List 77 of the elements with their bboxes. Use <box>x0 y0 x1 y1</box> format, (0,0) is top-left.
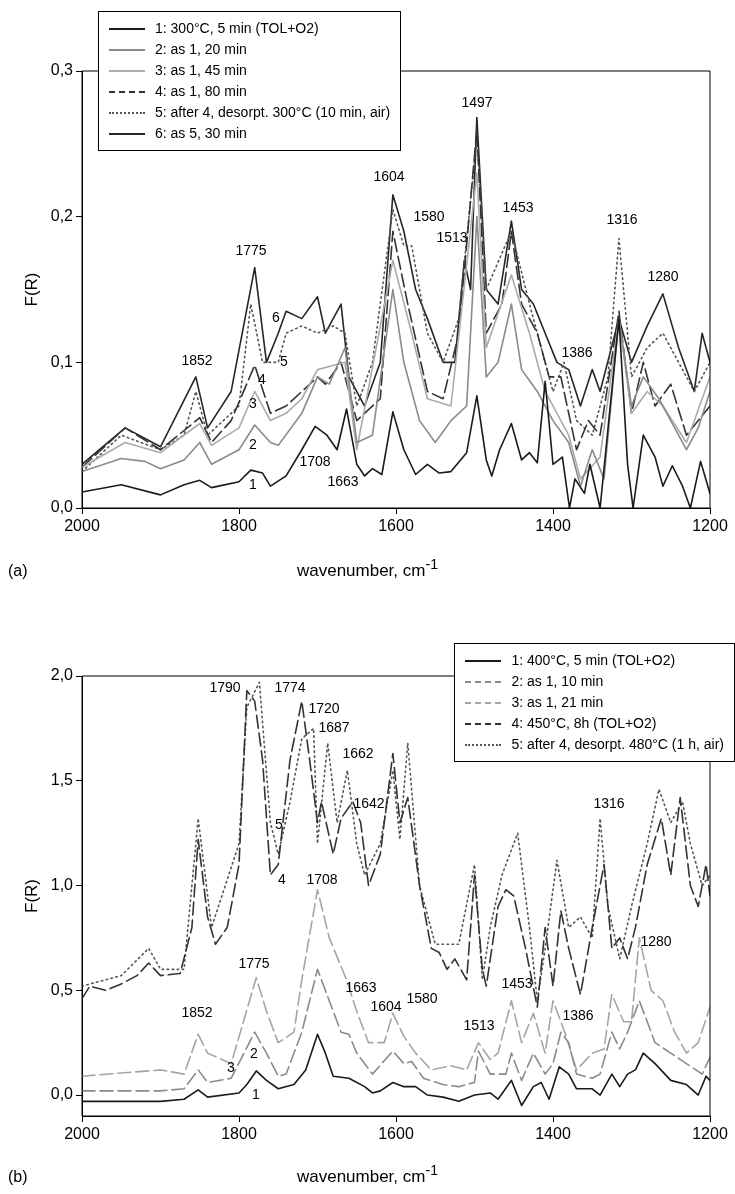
annotation: 1513 <box>463 1016 495 1033</box>
annotation: 4 <box>258 370 267 387</box>
x-tick-label: 1200 <box>692 517 728 535</box>
annotation: 1 <box>249 475 258 492</box>
x-tick-label: 1600 <box>378 1125 414 1143</box>
annotation: 1663 <box>327 472 359 489</box>
legend-label: 5: after 4, desorpt. 300°C (10 min, air) <box>155 104 391 120</box>
annotation: 1580 <box>413 207 445 224</box>
annotation: 1 <box>252 1085 261 1102</box>
annotation: 5 <box>275 815 284 832</box>
annotation: 3 <box>227 1058 236 1075</box>
annotation: 1604 <box>373 167 405 184</box>
y-axis-title: F(R) <box>21 272 41 307</box>
x-tick-label: 2000 <box>64 517 100 535</box>
legend-label: 5: after 4, desorpt. 480°C (1 h, air) <box>511 736 724 752</box>
annotation: 1513 <box>436 228 468 245</box>
legend-label: 4: as 1, 80 min <box>155 83 247 99</box>
x-tick-label: 1600 <box>378 517 414 535</box>
annotation: 1642 <box>353 794 385 811</box>
annotation: 3 <box>249 394 258 411</box>
annotation: 1453 <box>502 198 534 215</box>
annotation: 1662 <box>342 744 374 761</box>
text: (b) <box>8 1168 28 1186</box>
y-tick-label: 1,0 <box>50 875 74 893</box>
annotation: 1790 <box>209 678 241 695</box>
y-tick-label: 0,0 <box>50 1085 74 1103</box>
y-axis-title: F(R) <box>21 879 41 913</box>
annotation: 1497 <box>461 93 493 110</box>
annotation: 1663 <box>345 978 377 995</box>
x-axis-title: wavenumber, cm$^{-1}$ <box>296 556 439 580</box>
y-tick-label: 2,0 <box>50 666 74 684</box>
x-tick-label: 1400 <box>535 517 571 535</box>
annotation: 1386 <box>561 343 593 360</box>
annotation: 1316 <box>606 210 638 227</box>
legend-label: 2: as 1, 20 min <box>155 41 247 57</box>
y-tick-label: 0,0 <box>50 498 74 516</box>
annotation: 1687 <box>318 718 350 735</box>
y-tick-label: 0,5 <box>50 980 74 998</box>
annotation: 1852 <box>181 1003 213 1020</box>
x-tick-label: 2000 <box>64 1125 100 1143</box>
x-tick-label: 1200 <box>692 1125 728 1143</box>
text: (a) <box>8 562 28 580</box>
x-tick-label: 1800 <box>221 1125 257 1143</box>
annotation: 1580 <box>406 989 438 1006</box>
annotation: 1775 <box>235 241 267 258</box>
annotation: 1774 <box>274 678 306 695</box>
annotation: 2 <box>250 1044 259 1061</box>
annotation: 4 <box>278 870 287 887</box>
annotation: 1280 <box>640 932 672 949</box>
x-tick-label: 1800 <box>221 517 257 535</box>
y-tick-label: 0,1 <box>50 352 74 370</box>
annotation: 1453 <box>501 974 533 991</box>
legend-label: 2: as 1, 10 min <box>511 673 604 689</box>
legend-label: 4: 450°C, 8h (TOL+O2) <box>511 715 657 731</box>
legend-label: 3: as 1, 45 min <box>155 62 247 78</box>
y-tick-label: 0,3 <box>50 61 74 79</box>
legend-label: 6: as 5, 30 min <box>155 125 247 141</box>
annotation: 5 <box>280 352 289 369</box>
y-tick-label: 1,5 <box>50 771 74 789</box>
legend-label: 3: as 1, 21 min <box>511 694 604 710</box>
annotation: 1280 <box>647 267 679 284</box>
annotation: 2 <box>249 435 258 452</box>
annotation: 1708 <box>299 452 331 469</box>
x-axis-title: wavenumber, cm$^{-1}$ <box>296 1162 439 1186</box>
annotation: 1708 <box>306 870 338 887</box>
x-tick-label: 1400 <box>535 1125 571 1143</box>
annotation: 1720 <box>308 699 340 716</box>
annotation: 1604 <box>370 997 402 1014</box>
legend-label: 1: 300°C, 5 min (TOL+O2) <box>155 20 319 36</box>
annotation: 1316 <box>593 794 625 811</box>
y-tick-label: 0,2 <box>50 207 74 225</box>
legend-label: 1: 400°C, 5 min (TOL+O2) <box>511 652 676 668</box>
annotation: 1852 <box>181 351 213 368</box>
annotation: 1775 <box>238 954 270 971</box>
annotation: 1386 <box>562 1006 594 1023</box>
line-series <box>82 888 710 1077</box>
annotation: 6 <box>272 308 281 325</box>
